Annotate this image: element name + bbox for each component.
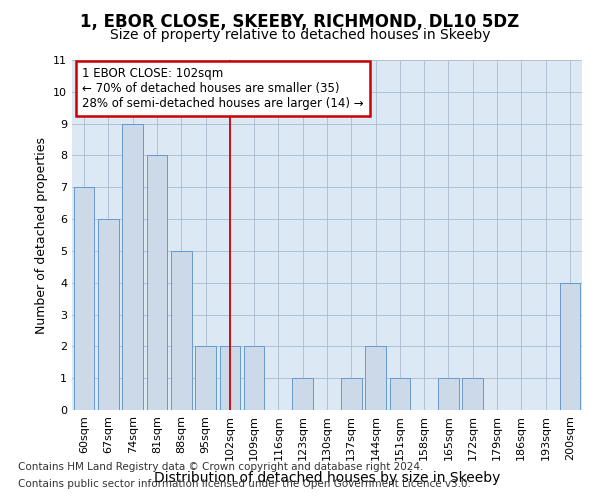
Y-axis label: Number of detached properties: Number of detached properties [35,136,47,334]
Bar [146,156,167,410]
Bar [389,378,410,410]
Bar [171,251,191,410]
Text: 1 EBOR CLOSE: 102sqm
← 70% of detached houses are smaller (35)
28% of semi-detac: 1 EBOR CLOSE: 102sqm ← 70% of detached h… [82,67,364,110]
Bar [365,346,386,410]
Bar [244,346,265,410]
Text: Contains public sector information licensed under the Open Government Licence v3: Contains public sector information licen… [18,479,471,489]
Bar [74,188,94,410]
Bar [560,282,580,410]
Bar [341,378,362,410]
Text: Size of property relative to detached houses in Skeeby: Size of property relative to detached ho… [110,28,490,42]
Bar [122,124,143,410]
Bar [195,346,216,410]
Bar [438,378,459,410]
Bar [98,219,119,410]
X-axis label: Distribution of detached houses by size in Skeeby: Distribution of detached houses by size … [154,471,500,485]
Bar [220,346,240,410]
Text: Contains HM Land Registry data © Crown copyright and database right 2024.: Contains HM Land Registry data © Crown c… [18,462,424,472]
Bar [463,378,483,410]
Bar [292,378,313,410]
Text: 1, EBOR CLOSE, SKEEBY, RICHMOND, DL10 5DZ: 1, EBOR CLOSE, SKEEBY, RICHMOND, DL10 5D… [80,12,520,30]
